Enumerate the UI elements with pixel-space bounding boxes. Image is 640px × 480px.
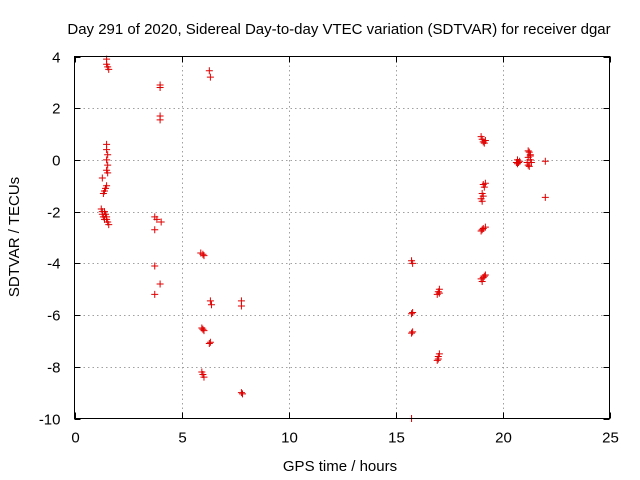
data-point-plus-marker — [206, 297, 214, 305]
y-tick-label: -2 — [47, 205, 60, 222]
x-tick-label: 15 — [388, 430, 405, 447]
data-point-plus-marker — [481, 179, 489, 187]
data-point-plus-marker — [409, 328, 417, 336]
data-point-plus-marker — [205, 67, 213, 75]
y-tick-label: -6 — [47, 308, 60, 325]
y-tick-label: 2 — [52, 101, 60, 118]
x-axis-title: GPS time / hours — [283, 458, 397, 475]
data-point-plus-marker — [515, 159, 523, 167]
y-tick-label: 0 — [52, 153, 60, 170]
data-point-plus-marker — [207, 301, 215, 309]
data-point-plus-marker — [156, 116, 164, 124]
data-point-plus-marker — [409, 308, 417, 316]
data-point-plus-marker — [237, 389, 245, 397]
data-point-plus-marker — [478, 190, 486, 198]
data-point-plus-marker — [434, 355, 442, 363]
data-point-plus-marker — [513, 160, 521, 168]
tick-labels: 0 5 10 15 20 25 -10 -8 -6 -4 -2 0 2 4 — [39, 50, 619, 447]
data-point-plus-marker — [541, 193, 549, 201]
data-point-plus-marker — [200, 252, 208, 260]
data-point-plus-marker — [105, 65, 113, 73]
data-point-plus-marker — [525, 162, 533, 170]
y-axis-title: SDTVAR / TECUs — [6, 177, 23, 297]
data-point-plus-marker — [237, 302, 245, 310]
data-point-plus-marker — [481, 223, 489, 231]
x-tick-label: 0 — [71, 430, 79, 447]
data-point-plus-marker — [526, 152, 534, 160]
data-point-plus-marker — [433, 356, 441, 364]
data-point-plus-marker — [199, 250, 207, 258]
data-point-plus-marker — [156, 84, 164, 92]
chart-title: Day 291 of 2020, Sidereal Day-to-day VTE… — [67, 21, 610, 38]
data-point-plus-marker — [435, 350, 443, 358]
data-point-plus-marker — [103, 156, 111, 164]
data-point-plus-marker — [527, 159, 535, 167]
data-point-plus-marker — [151, 290, 159, 298]
data-point-plus-marker — [153, 215, 161, 223]
data-point-plus-marker — [151, 262, 159, 270]
x-tick-label: 25 — [602, 430, 619, 447]
x-tick-label: 20 — [495, 430, 512, 447]
data-point-plus-marker — [478, 197, 486, 205]
y-tick-label: -10 — [39, 412, 61, 429]
y-tick-label: -4 — [47, 256, 60, 273]
data-point-plus-marker — [98, 174, 106, 182]
data-point-plus-marker — [103, 146, 111, 154]
data-point-plus-marker — [105, 221, 113, 229]
data-point-plus-marker — [480, 139, 488, 147]
data-point-plus-marker — [541, 157, 549, 165]
grid-lines — [74, 56, 610, 419]
data-point-plus-marker — [199, 325, 207, 333]
x-tick-label: 5 — [178, 430, 186, 447]
data-point-plus-marker — [481, 271, 489, 279]
data-point-plus-marker — [205, 340, 213, 348]
data-point-plus-marker — [104, 151, 112, 159]
data-point-plus-marker — [238, 390, 246, 398]
axis-ticks — [74, 56, 611, 420]
data-point-plus-marker — [156, 280, 164, 288]
data-point-plus-marker — [200, 327, 208, 335]
data-point-plus-marker — [478, 277, 486, 285]
data-point-plus-marker — [151, 226, 159, 234]
data-point-plus-marker — [480, 183, 488, 191]
data-point-plus-marker — [104, 169, 112, 177]
data-point-plus-marker — [408, 329, 416, 337]
data-point-plus-marker — [200, 373, 208, 381]
data-point-plus-marker — [435, 289, 443, 297]
data-point-plus-marker — [206, 73, 214, 81]
y-tick-label: 4 — [52, 50, 60, 67]
data-point-plus-marker — [408, 310, 416, 318]
data-point-plus-marker — [524, 147, 532, 155]
y-tick-label: -8 — [47, 360, 60, 377]
plot-frame — [74, 56, 610, 419]
data-points — [97, 55, 549, 422]
data-point-plus-marker — [480, 272, 488, 280]
data-point-plus-marker — [157, 218, 165, 226]
data-point-plus-marker — [206, 338, 214, 346]
data-point-plus-marker — [103, 213, 111, 221]
data-point-plus-marker — [104, 161, 112, 169]
data-point-plus-marker — [103, 182, 111, 190]
x-tick-label: 10 — [281, 430, 298, 447]
data-point-plus-marker — [409, 259, 417, 267]
